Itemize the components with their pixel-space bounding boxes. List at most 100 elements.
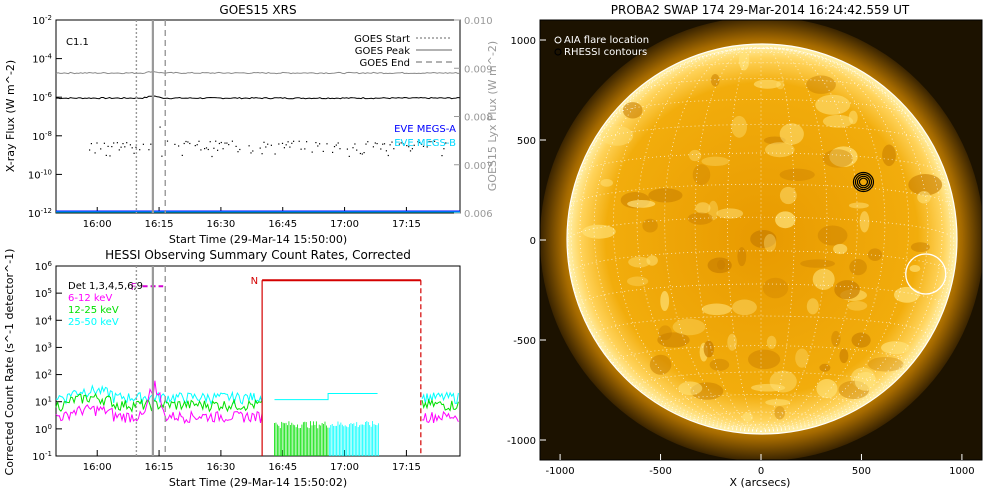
- goes-lyx-point: [196, 144, 198, 146]
- goes-lyx-point: [400, 142, 402, 144]
- goes-y-tick-label: 10-2: [32, 14, 52, 27]
- goes-title: GOES15 XRS: [219, 3, 296, 17]
- goes-lyx-point: [352, 147, 354, 149]
- hessi-y-tick-label: 103: [35, 341, 52, 354]
- rhessi-contour: [858, 177, 869, 187]
- goes-lyx-point: [194, 145, 196, 147]
- solar-feature: [622, 102, 643, 119]
- solar-feature: [627, 200, 656, 208]
- hessi-series: [55, 380, 459, 456]
- aia-legend-label: AIA flare location: [564, 35, 649, 46]
- hessi-y-label: Corrected Count Rate (s^-1 detector^-1): [3, 249, 16, 476]
- goes-lyx-point: [306, 141, 308, 143]
- goes-lyx-point: [419, 141, 421, 144]
- goes-legend-label: GOES Peak: [355, 46, 410, 57]
- goes-lyx-point: [204, 148, 206, 150]
- solar-feature: [753, 79, 782, 89]
- solar-feature: [819, 363, 831, 372]
- goes-lyx-point: [413, 144, 415, 146]
- goes-y2-label: GOES15 Lyx Flux (W m^-2): [486, 41, 499, 191]
- solar-feature: [839, 348, 849, 364]
- goes-y-tick-label: 10-12: [28, 207, 52, 220]
- longitude-line: [760, 47, 910, 432]
- goes-lyx-point: [317, 145, 319, 147]
- goes-lyx-point: [434, 140, 436, 142]
- goes-y2-tick-label: 0.008: [464, 113, 493, 124]
- goes-lyx-point: [337, 142, 339, 144]
- solar-feature: [678, 381, 703, 396]
- goes-lyx-point: [426, 146, 428, 148]
- solar-feature: [703, 340, 714, 358]
- goes-lyx-point: [222, 148, 224, 150]
- solar-feature: [582, 224, 616, 239]
- solar-feature: [701, 303, 732, 316]
- solar-feature: [829, 146, 858, 167]
- solar-feature: [779, 168, 815, 181]
- solar-feature: [769, 370, 797, 393]
- goes-lyx-point: [122, 143, 124, 145]
- swap-y-tick-label: 500: [517, 136, 536, 147]
- goes-y-tick-label: 10-8: [32, 130, 52, 143]
- longitude-line: [567, 48, 762, 432]
- hessi-x-tick-label: 17:15: [392, 462, 421, 473]
- goes-lyx-point: [181, 154, 183, 156]
- hessi-6-12-series: [55, 380, 459, 425]
- solar-feature: [816, 379, 838, 399]
- hessi-y-tick-label: 100: [35, 423, 52, 436]
- goes-lyx-point: [261, 153, 263, 155]
- solar-feature: [910, 242, 930, 253]
- solar-feature: [628, 256, 651, 268]
- hessi-flags: FN: [131, 276, 422, 456]
- goes-lyx-point: [139, 149, 141, 151]
- goes-lyx-point: [178, 145, 180, 147]
- goes-lyx-point: [361, 153, 363, 155]
- goes-lyx-point: [354, 143, 356, 145]
- solar-feature: [817, 225, 848, 246]
- goes-lyx-point: [363, 152, 365, 154]
- hessi-25-50-series: [55, 384, 459, 405]
- swap-legend: AIA flare location RHESSI contours: [554, 35, 649, 58]
- solar-feature: [648, 188, 683, 203]
- goes-lyx-point: [406, 145, 408, 147]
- goes-lyx-point: [285, 144, 287, 146]
- goes-lyx-point: [161, 155, 163, 157]
- goes-lyx-point: [174, 143, 176, 145]
- solar-feature: [642, 218, 658, 233]
- hessi-title: HESSI Observing Summary Count Rates, Cor…: [105, 248, 411, 262]
- hessi-y-tick-label: 106: [35, 260, 53, 273]
- goes-lyx-point: [205, 147, 208, 149]
- solar-feature: [848, 110, 858, 125]
- solar-feature: [849, 259, 867, 276]
- solar-feature: [660, 291, 670, 311]
- solar-feature: [894, 286, 920, 303]
- hessi-y-tick-label: 105: [35, 287, 52, 300]
- hessi-x-label: Start Time (29-Mar-14 15:50:02): [169, 476, 347, 489]
- goes-short-series: [55, 70, 461, 75]
- latitude-line: [570, 250, 952, 274]
- solar-feature: [867, 248, 883, 261]
- goes-lyx-point: [409, 150, 412, 152]
- solar-feature: [795, 348, 809, 368]
- goes-lyx-point: [235, 145, 237, 147]
- solar-feature: [709, 358, 730, 371]
- rhessi-contour: [856, 175, 871, 189]
- goes-lyx-point: [283, 147, 285, 149]
- hessi-y-tick-label: 104: [35, 314, 53, 327]
- goes-lyx-point: [391, 141, 393, 143]
- swap-x-ticks: -1000 -500 0 500 1000: [546, 454, 975, 477]
- solar-feature: [649, 354, 672, 375]
- goes-lyx-point: [100, 148, 102, 150]
- goes-lyx-point: [319, 143, 321, 145]
- solar-feature: [847, 301, 868, 311]
- goes-lyx-point: [259, 147, 261, 149]
- solar-feature: [692, 164, 711, 186]
- goes-lyx-point: [142, 143, 144, 145]
- goes-legend-label: GOES End: [360, 58, 410, 69]
- goes-x-tick-label: 16:00: [83, 219, 112, 230]
- goes-lyx-point: [250, 152, 252, 154]
- solar-feature: [848, 202, 869, 209]
- goes-lyx-point: [408, 146, 410, 148]
- longitude-line: [760, 48, 955, 432]
- swap-y-tick-label: 1000: [511, 36, 536, 47]
